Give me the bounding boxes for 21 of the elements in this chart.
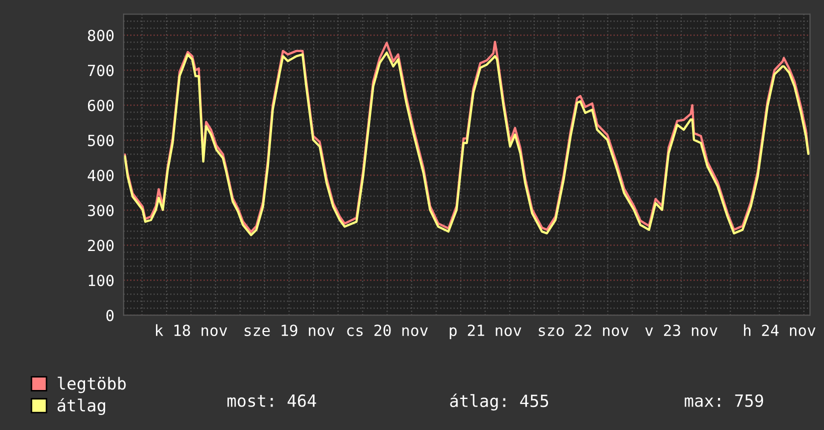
y-tick-label: 300 [88,204,114,216]
y-tick-label: 400 [88,170,114,182]
text: most: 464 [227,394,316,407]
x-tick-label: cs 20 nov [347,324,428,336]
legend-label: átlag [58,398,106,415]
x-tick-label: k 18 nov [156,324,228,336]
text: max: 759 [684,394,764,407]
y-tick-label: 600 [88,100,114,112]
x-tick-label: sze 19 nov [244,324,334,336]
x-tick-label: szo 22 nov [538,324,628,336]
y-tick-label: 500 [88,134,114,146]
y-tick-label: 700 [88,64,114,76]
y-tick-label: 100 [88,274,114,286]
x-tick-label: v 23 nov [645,324,718,336]
text: átlag: 455 [450,394,548,411]
y-tick-label: 0 [106,310,114,322]
legend-label: legtöbb [58,376,126,394]
x-tick-label: p 21 nov [450,324,522,340]
y-tick-label: 200 [88,240,114,252]
x-tick-label: h 24 nov [744,324,816,336]
y-tick-label: 800 [88,30,114,42]
